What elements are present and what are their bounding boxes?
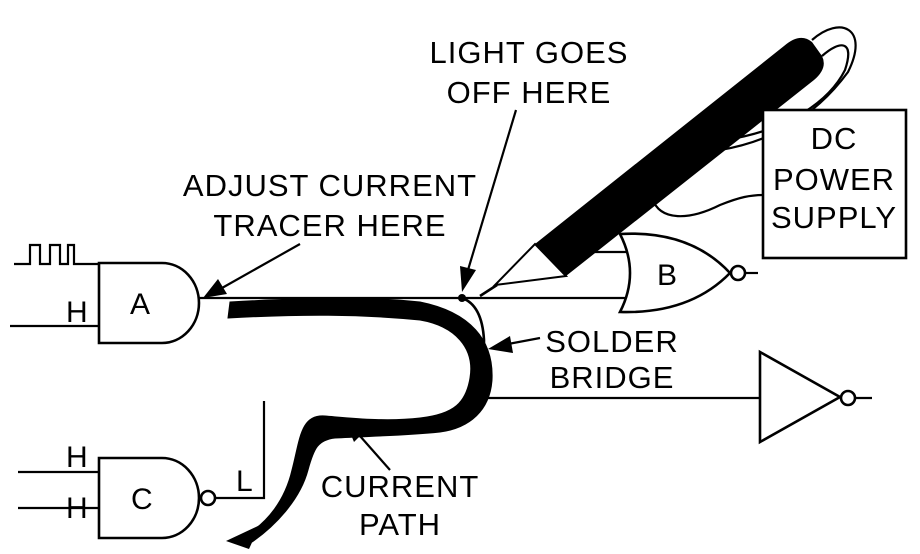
callout-light-goes-off-line-2: OFF HERE <box>447 75 612 110</box>
callout-adjust-tracer: ADJUST CURRENT TRACER HERE <box>183 168 477 298</box>
gate-b-inversion-bubble <box>729 264 747 282</box>
net-gate-c-output <box>215 401 266 500</box>
gate-c-input-level-2: H <box>66 492 88 525</box>
pulse-input-wire <box>14 243 99 266</box>
callout-solder-bridge-line-1: SOLDER <box>545 324 678 359</box>
gate-c-label: C <box>131 483 153 516</box>
probe-body <box>535 37 824 276</box>
callout-light-goes-off: LIGHT GOES OFF HERE <box>430 35 629 292</box>
gate-a-input-level: H <box>66 296 88 329</box>
dc-power-supply: DC POWER SUPPLY <box>761 108 908 260</box>
nor-gate-b-symbol <box>617 232 732 314</box>
gate-c-output-level: L <box>236 465 253 498</box>
callout-adjust-tracer-leader <box>221 243 301 289</box>
callout-light-goes-off-leader <box>466 109 518 271</box>
callout-adjust-tracer-line-2: TRACER HERE <box>213 208 446 243</box>
callout-adjust-tracer-arrowhead <box>203 279 227 298</box>
gate-c-inversion-bubble <box>199 489 217 507</box>
callout-current-path-line-2: PATH <box>359 507 441 542</box>
callout-solder-bridge-line-2: BRIDGE <box>550 360 675 395</box>
callout-adjust-tracer-line-1: ADJUST CURRENT <box>183 168 477 203</box>
current-path-arrowhead <box>226 525 260 549</box>
callout-light-goes-off-line-1: LIGHT GOES <box>430 35 629 70</box>
gate-c-input-level-1: H <box>66 441 88 474</box>
gate-a: A H <box>10 243 201 345</box>
gate-b-label: B <box>657 259 677 292</box>
probe-tip-housing <box>492 242 569 287</box>
dc-power-supply-box <box>761 108 908 260</box>
callout-solder-bridge: SOLDER BRIDGE <box>488 324 678 395</box>
gate-c: C H H <box>18 441 217 540</box>
inverter-symbol <box>758 349 843 445</box>
probe-power-cable <box>649 26 857 218</box>
callout-solder-bridge-leader <box>507 336 541 346</box>
and-gate-a-symbol <box>97 261 201 345</box>
callout-current-path-leader <box>359 435 391 471</box>
dc-power-supply-label-line-3: SUPPLY <box>771 200 897 235</box>
nand-gate-c-symbol <box>97 456 201 540</box>
callout-solder-bridge-arrowhead <box>488 336 513 353</box>
dc-power-supply-label-line-1: DC <box>811 121 858 156</box>
current-path-ribbon <box>227 297 493 543</box>
gate-a-label: A <box>130 288 150 321</box>
dc-power-supply-label-line-2: POWER <box>773 162 895 197</box>
callout-current-path-line-1: CURRENT <box>321 469 480 504</box>
gate-b: B <box>578 232 758 314</box>
current-tracer-probe <box>479 37 824 298</box>
callout-current-path: CURRENT PATH <box>321 418 480 542</box>
probe-tip <box>479 283 498 298</box>
callout-current-path-arrowhead <box>344 418 366 442</box>
inverter-inversion-bubble <box>839 389 857 407</box>
callout-light-goes-off-arrowhead <box>460 266 476 292</box>
